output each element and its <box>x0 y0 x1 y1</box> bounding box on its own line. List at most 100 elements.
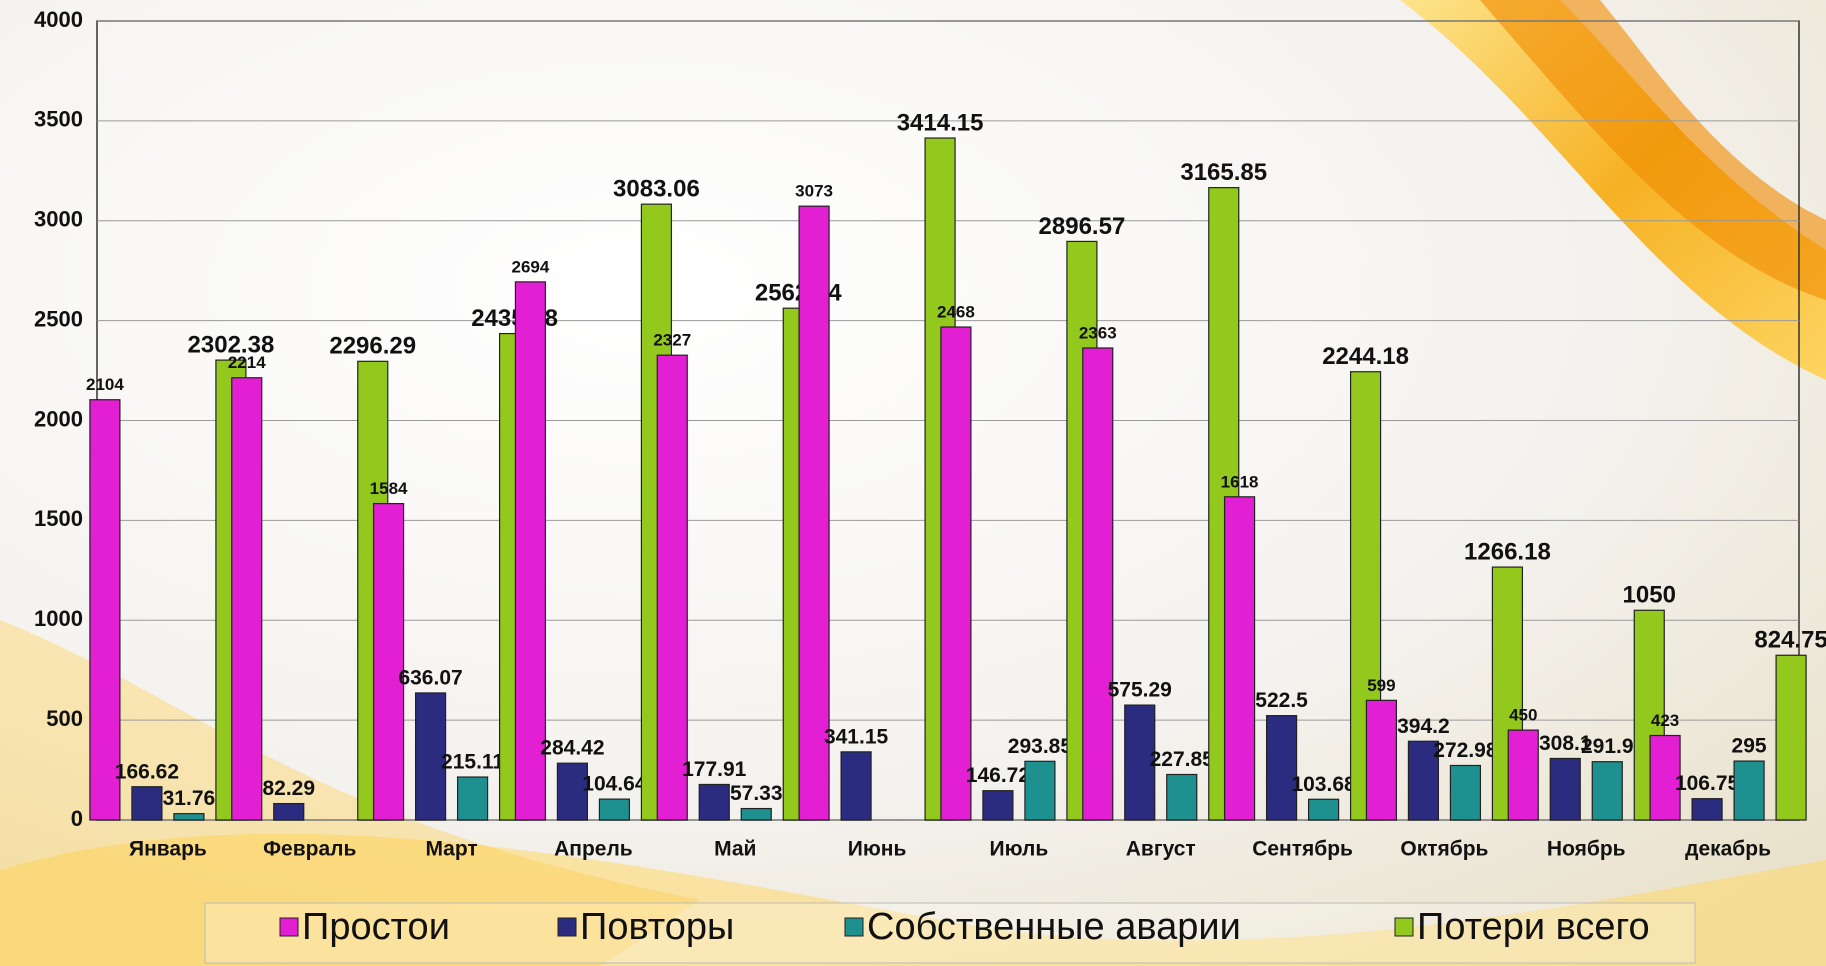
bar <box>556 762 589 821</box>
data-label: 824.75 <box>1754 627 1826 654</box>
bar <box>698 783 730 821</box>
bar <box>798 205 830 821</box>
data-label: 291.9 <box>1581 735 1634 758</box>
data-label: 272.98 <box>1433 739 1498 762</box>
data-label: 215.11 <box>441 751 504 774</box>
data-label: 450 <box>1509 706 1537 725</box>
x-tick-label: Апрель <box>554 838 633 861</box>
bar <box>1649 734 1681 821</box>
bar <box>1024 760 1056 821</box>
data-label: 106.75 <box>1675 772 1740 795</box>
data-label: 1266.18 <box>1464 538 1551 565</box>
bar <box>1549 757 1581 821</box>
data-label: 3414.15 <box>897 109 984 136</box>
data-label: 295 <box>1732 735 1767 758</box>
data-label: 2896.57 <box>1039 213 1126 240</box>
x-tick-label: Февраль <box>263 838 356 861</box>
data-label: 82.29 <box>262 777 315 800</box>
decor-swoosh <box>1400 0 1826 380</box>
y-tick-label: 1000 <box>34 606 83 631</box>
legend-label: Собственные аварии <box>867 906 1241 948</box>
bar <box>273 802 305 821</box>
data-label: 31.76 <box>163 787 216 810</box>
bar <box>89 399 121 821</box>
data-label: 522.5 <box>1255 689 1308 712</box>
data-label: 636.07 <box>398 666 462 689</box>
bar <box>1733 760 1765 821</box>
decor-swoosh <box>1480 0 1826 300</box>
data-label: 2694 <box>512 257 550 276</box>
y-tick-label: 0 <box>71 806 83 831</box>
data-label: 293.85 <box>1008 735 1073 758</box>
y-tick-label: 3000 <box>34 207 83 232</box>
legend-swatch <box>1394 917 1414 937</box>
data-label: 3073 <box>795 182 833 201</box>
data-label: 103.68 <box>1291 773 1356 796</box>
bar <box>1407 740 1440 821</box>
data-label: 2214 <box>228 353 266 372</box>
legend-swatch <box>279 917 299 937</box>
bar <box>1507 729 1539 821</box>
y-tick-label: 2500 <box>34 306 83 331</box>
data-label: 599 <box>1367 676 1395 695</box>
data-label: 1584 <box>370 479 408 498</box>
bar <box>1775 654 1807 821</box>
bar <box>1082 347 1114 821</box>
bar <box>1365 699 1398 821</box>
data-label: 177.91 <box>682 758 747 781</box>
data-label: 2302.38 <box>188 331 275 358</box>
data-label: 57.33 <box>730 782 783 805</box>
y-tick-label: 500 <box>46 706 83 731</box>
bar <box>231 377 263 821</box>
bar <box>456 776 489 821</box>
y-tick-label: 4000 <box>34 7 83 32</box>
data-label: 2327 <box>653 331 691 350</box>
bar <box>173 813 205 821</box>
decor-swoosh <box>0 833 1826 966</box>
legend-box <box>204 902 1696 964</box>
data-label: 2468 <box>937 303 975 322</box>
data-label: 2104 <box>86 375 124 394</box>
data-label: 423 <box>1651 711 1679 730</box>
data-label: 394.2 <box>1397 715 1450 738</box>
bar <box>414 692 447 821</box>
bar <box>1166 773 1198 821</box>
x-tick-label: Январь <box>129 838 207 861</box>
x-tick-label: декабрь <box>1685 838 1771 861</box>
data-label: 166.62 <box>115 760 179 783</box>
bar <box>131 786 163 821</box>
bar <box>656 354 688 821</box>
data-label: 341.15 <box>824 725 889 748</box>
legend-swatch <box>844 917 864 937</box>
x-tick-label: Март <box>425 838 477 861</box>
data-label: 2363 <box>1079 323 1117 342</box>
bar <box>372 502 405 821</box>
y-tick-label: 2000 <box>34 406 83 431</box>
legend-label: Простои <box>302 906 450 948</box>
bar <box>840 751 872 821</box>
bar <box>514 281 547 821</box>
data-label: 2296.29 <box>329 333 416 360</box>
data-label: 575.29 <box>1108 679 1172 702</box>
bar <box>1691 798 1723 821</box>
x-tick-label: Ноябрь <box>1547 838 1626 861</box>
bar <box>598 798 631 821</box>
bar <box>982 790 1014 821</box>
bar <box>1124 704 1156 821</box>
bar <box>1223 496 1256 821</box>
bar <box>940 326 972 821</box>
data-label: 104.64 <box>582 773 647 796</box>
x-tick-label: Июль <box>990 838 1049 861</box>
decor-swoosh <box>0 620 700 966</box>
bar <box>1449 764 1482 821</box>
y-tick-label: 3500 <box>34 107 83 132</box>
x-tick-label: Сентябрь <box>1252 838 1353 861</box>
x-tick-label: Август <box>1126 838 1196 861</box>
data-label: 2244.18 <box>1322 343 1409 370</box>
bar <box>1591 761 1623 821</box>
data-label: 3083.06 <box>613 176 700 203</box>
bar <box>1265 715 1298 821</box>
bar <box>1307 798 1340 821</box>
